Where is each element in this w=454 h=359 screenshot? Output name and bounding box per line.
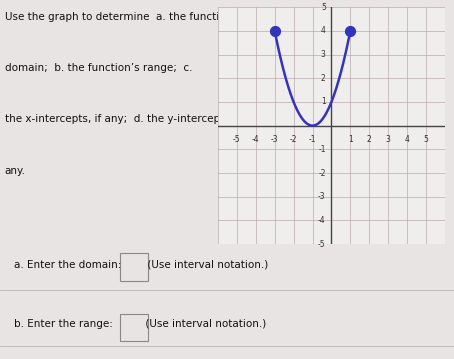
Text: Use the graph to determine  a. the function’s: Use the graph to determine a. the functi… bbox=[5, 12, 241, 22]
Text: -1: -1 bbox=[309, 135, 316, 144]
Text: -5: -5 bbox=[318, 239, 326, 249]
Text: b. Enter the range:          (Use interval notation.): b. Enter the range: (Use interval notati… bbox=[14, 319, 266, 329]
Text: -5: -5 bbox=[233, 135, 241, 144]
Point bbox=[347, 28, 354, 34]
Text: -4: -4 bbox=[252, 135, 260, 144]
Text: 2: 2 bbox=[321, 74, 326, 83]
Text: 1: 1 bbox=[321, 97, 326, 107]
Text: 4: 4 bbox=[321, 26, 326, 36]
Bar bbox=[120, 253, 148, 281]
Text: 5: 5 bbox=[321, 3, 326, 12]
Text: -4: -4 bbox=[318, 216, 326, 225]
Text: 3: 3 bbox=[386, 135, 390, 144]
Text: 1: 1 bbox=[348, 135, 353, 144]
Text: the x-intercepts, if any;  d. the y-intercept, if: the x-intercepts, if any; d. the y-inter… bbox=[5, 114, 237, 124]
Text: -3: -3 bbox=[271, 135, 278, 144]
Text: -1: -1 bbox=[318, 145, 326, 154]
Text: any.: any. bbox=[5, 165, 26, 176]
Text: -3: -3 bbox=[318, 192, 326, 201]
Text: a. Enter the domain:        (Use interval notation.): a. Enter the domain: (Use interval notat… bbox=[14, 260, 268, 270]
Text: 3: 3 bbox=[321, 50, 326, 59]
Text: 4: 4 bbox=[405, 135, 410, 144]
Text: -2: -2 bbox=[318, 168, 326, 178]
Bar bbox=[120, 314, 148, 341]
Text: domain;  b. the function’s range;  c.: domain; b. the function’s range; c. bbox=[5, 63, 192, 73]
Text: -2: -2 bbox=[290, 135, 297, 144]
Text: 5: 5 bbox=[424, 135, 429, 144]
Point bbox=[271, 28, 278, 34]
Text: 2: 2 bbox=[367, 135, 372, 144]
